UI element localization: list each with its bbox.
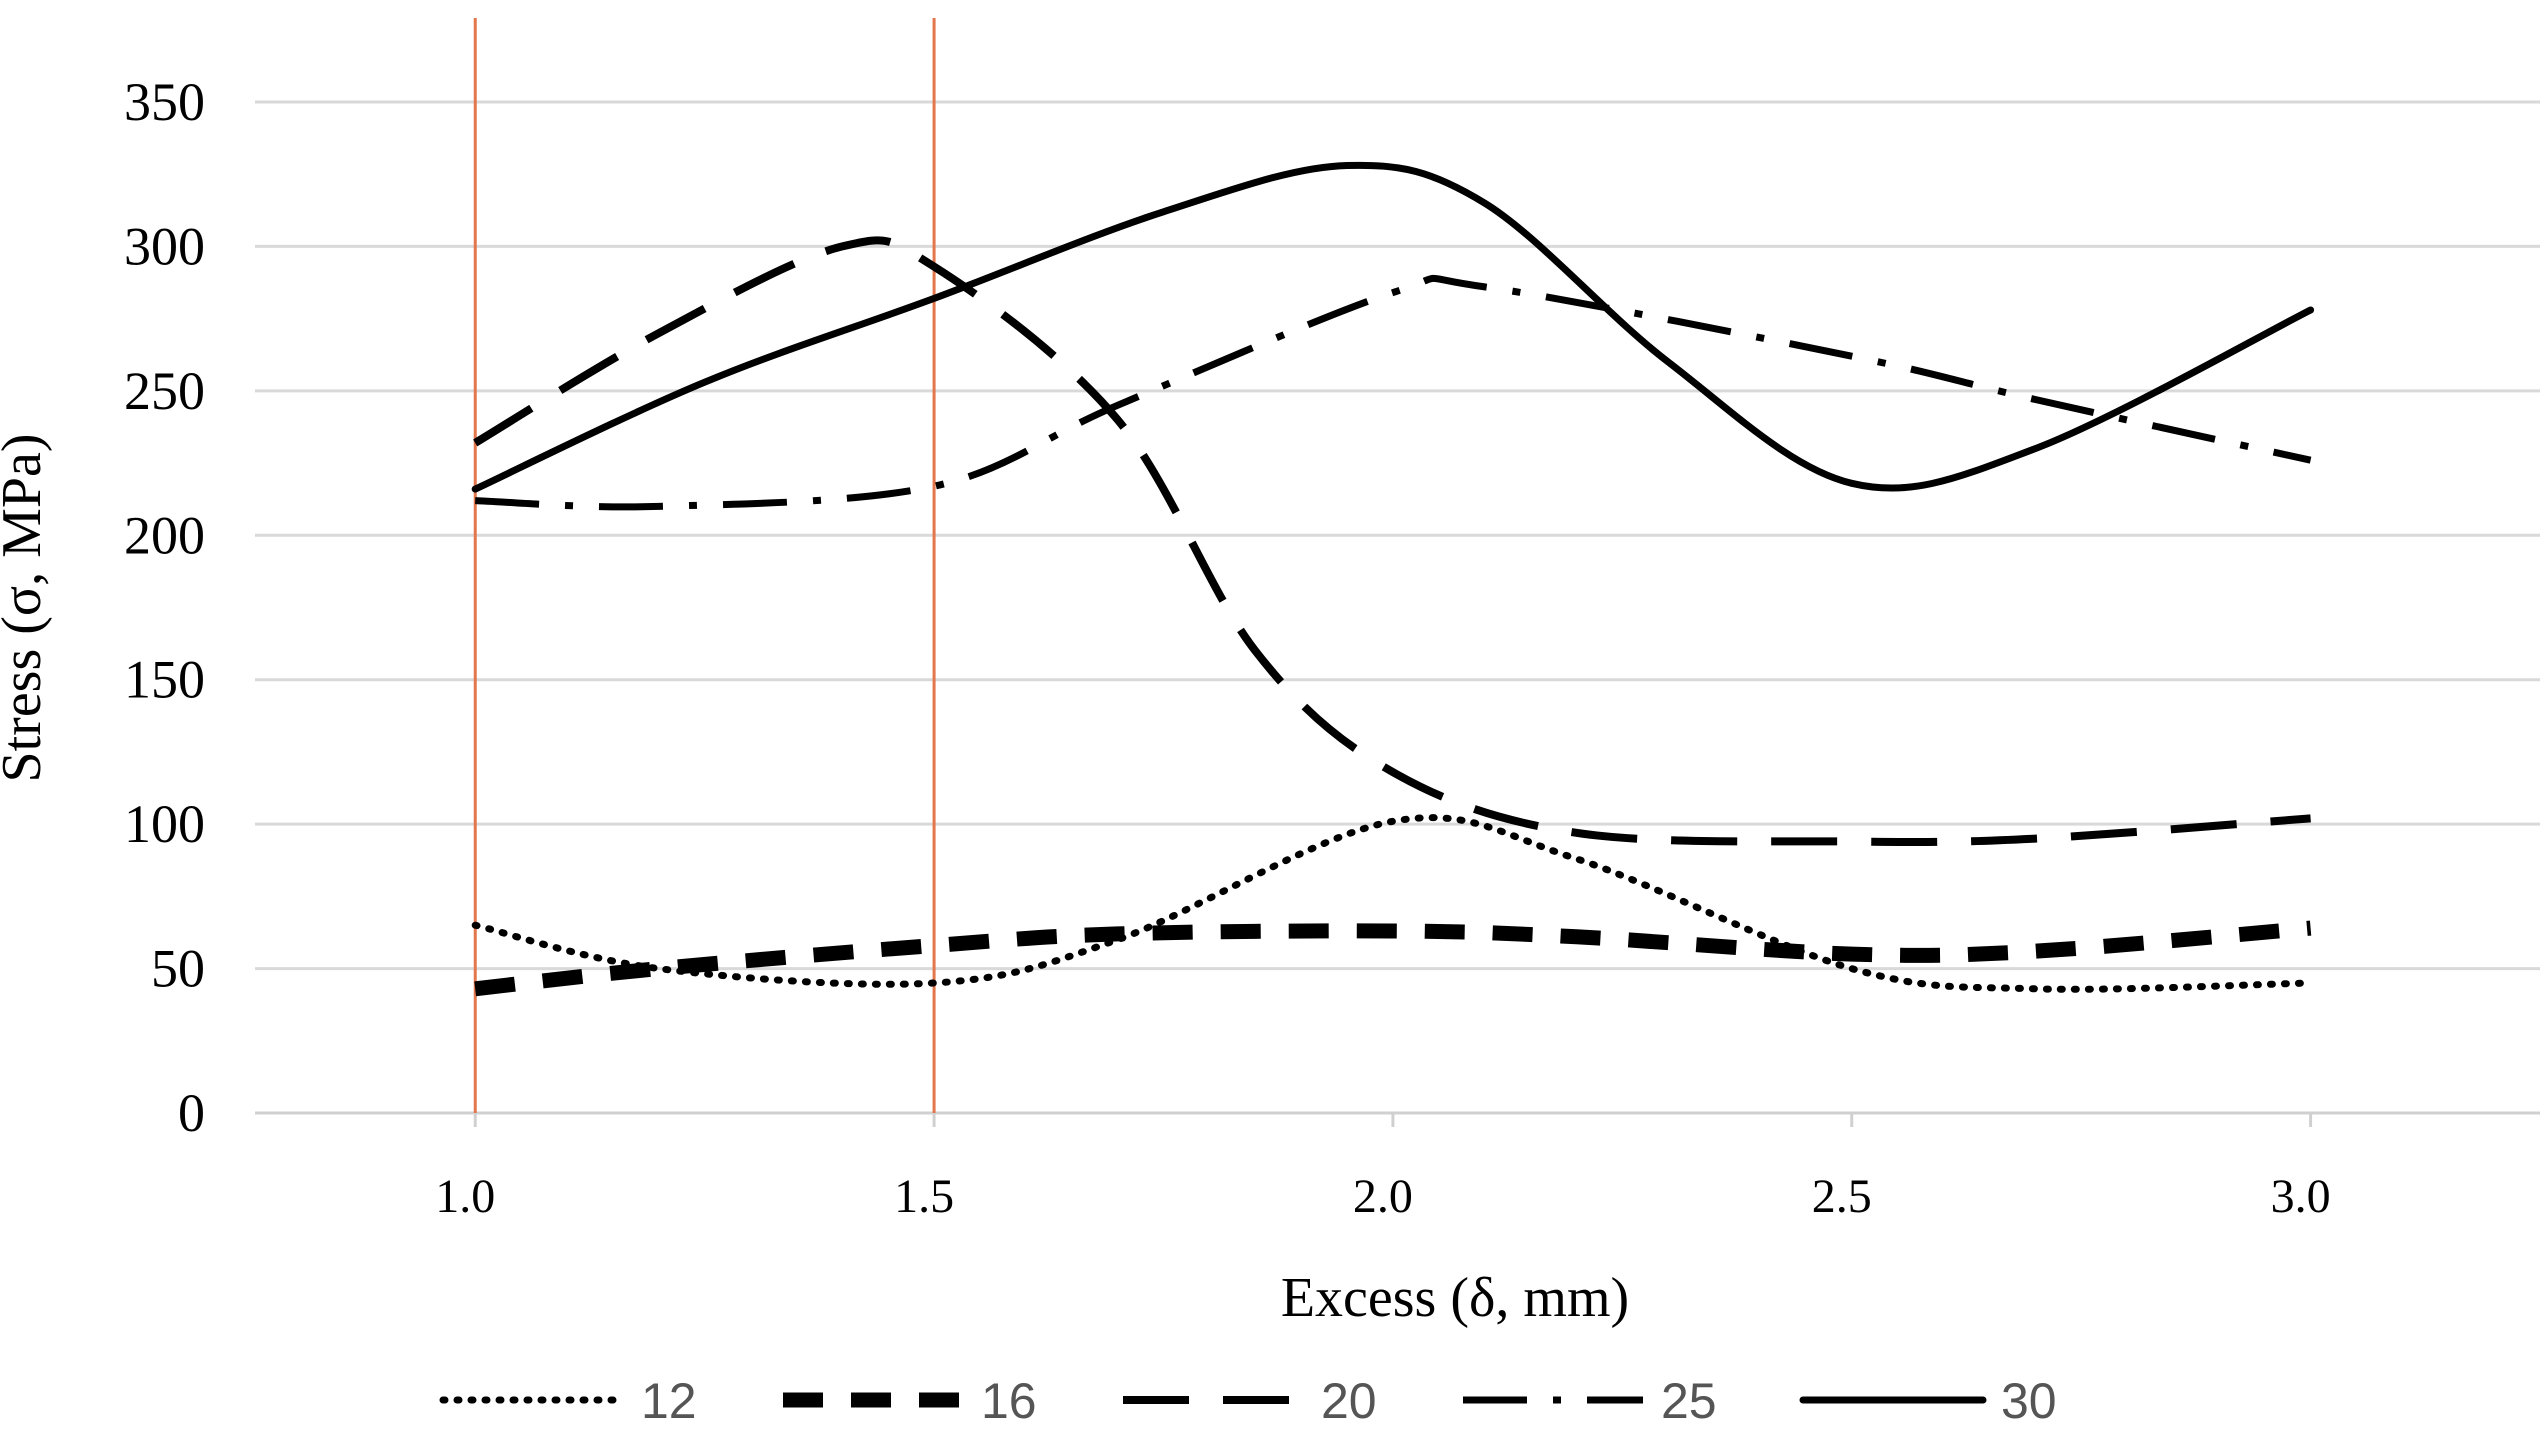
gridlines xyxy=(255,100,2540,971)
y-tick-label: 200 xyxy=(124,505,205,565)
y-tick-label: 100 xyxy=(124,794,205,854)
y-tick-label: 0 xyxy=(178,1083,205,1143)
legend-label-30: 30 xyxy=(2001,1373,2057,1429)
axes xyxy=(255,1111,2540,1127)
legend-label-12: 12 xyxy=(641,1373,697,1429)
legend: 12 16 20 25 30 xyxy=(439,1373,2057,1429)
y-tick-label: 250 xyxy=(124,361,205,421)
tick-labels: 0 50 100 150 200 250 300 350 1.0 1.5 2.0 2.5 3.0 xyxy=(124,72,2331,1223)
x-tick-label: 1.5 xyxy=(894,1170,954,1223)
y-axis-label: Stress (σ, MPa) xyxy=(0,433,53,782)
legend-label-20: 20 xyxy=(1321,1373,1377,1429)
series-line-20 xyxy=(473,236,2311,846)
series-line-25 xyxy=(475,274,2312,511)
y-tick-label: 350 xyxy=(124,72,205,132)
legend-label-16: 16 xyxy=(981,1373,1037,1429)
series-line-16 xyxy=(474,920,2312,997)
x-tick-label: 3.0 xyxy=(2271,1170,2331,1223)
x-tick-label: 2.5 xyxy=(1812,1170,1872,1223)
y-tick-label: 50 xyxy=(151,939,205,999)
x-tick-label: 1.0 xyxy=(435,1170,495,1223)
y-tick-label: 150 xyxy=(124,650,205,710)
legend-label-25: 25 xyxy=(1661,1373,1717,1429)
series-line-30 xyxy=(471,161,2315,493)
y-tick-label: 300 xyxy=(124,216,205,276)
series-line-12 xyxy=(471,814,2315,993)
x-tick-label: 2.0 xyxy=(1353,1170,1413,1223)
x-axis-label: Excess (δ, mm) xyxy=(1281,1267,1629,1329)
series-lines xyxy=(471,161,2315,997)
reference-lines xyxy=(473,18,936,1113)
